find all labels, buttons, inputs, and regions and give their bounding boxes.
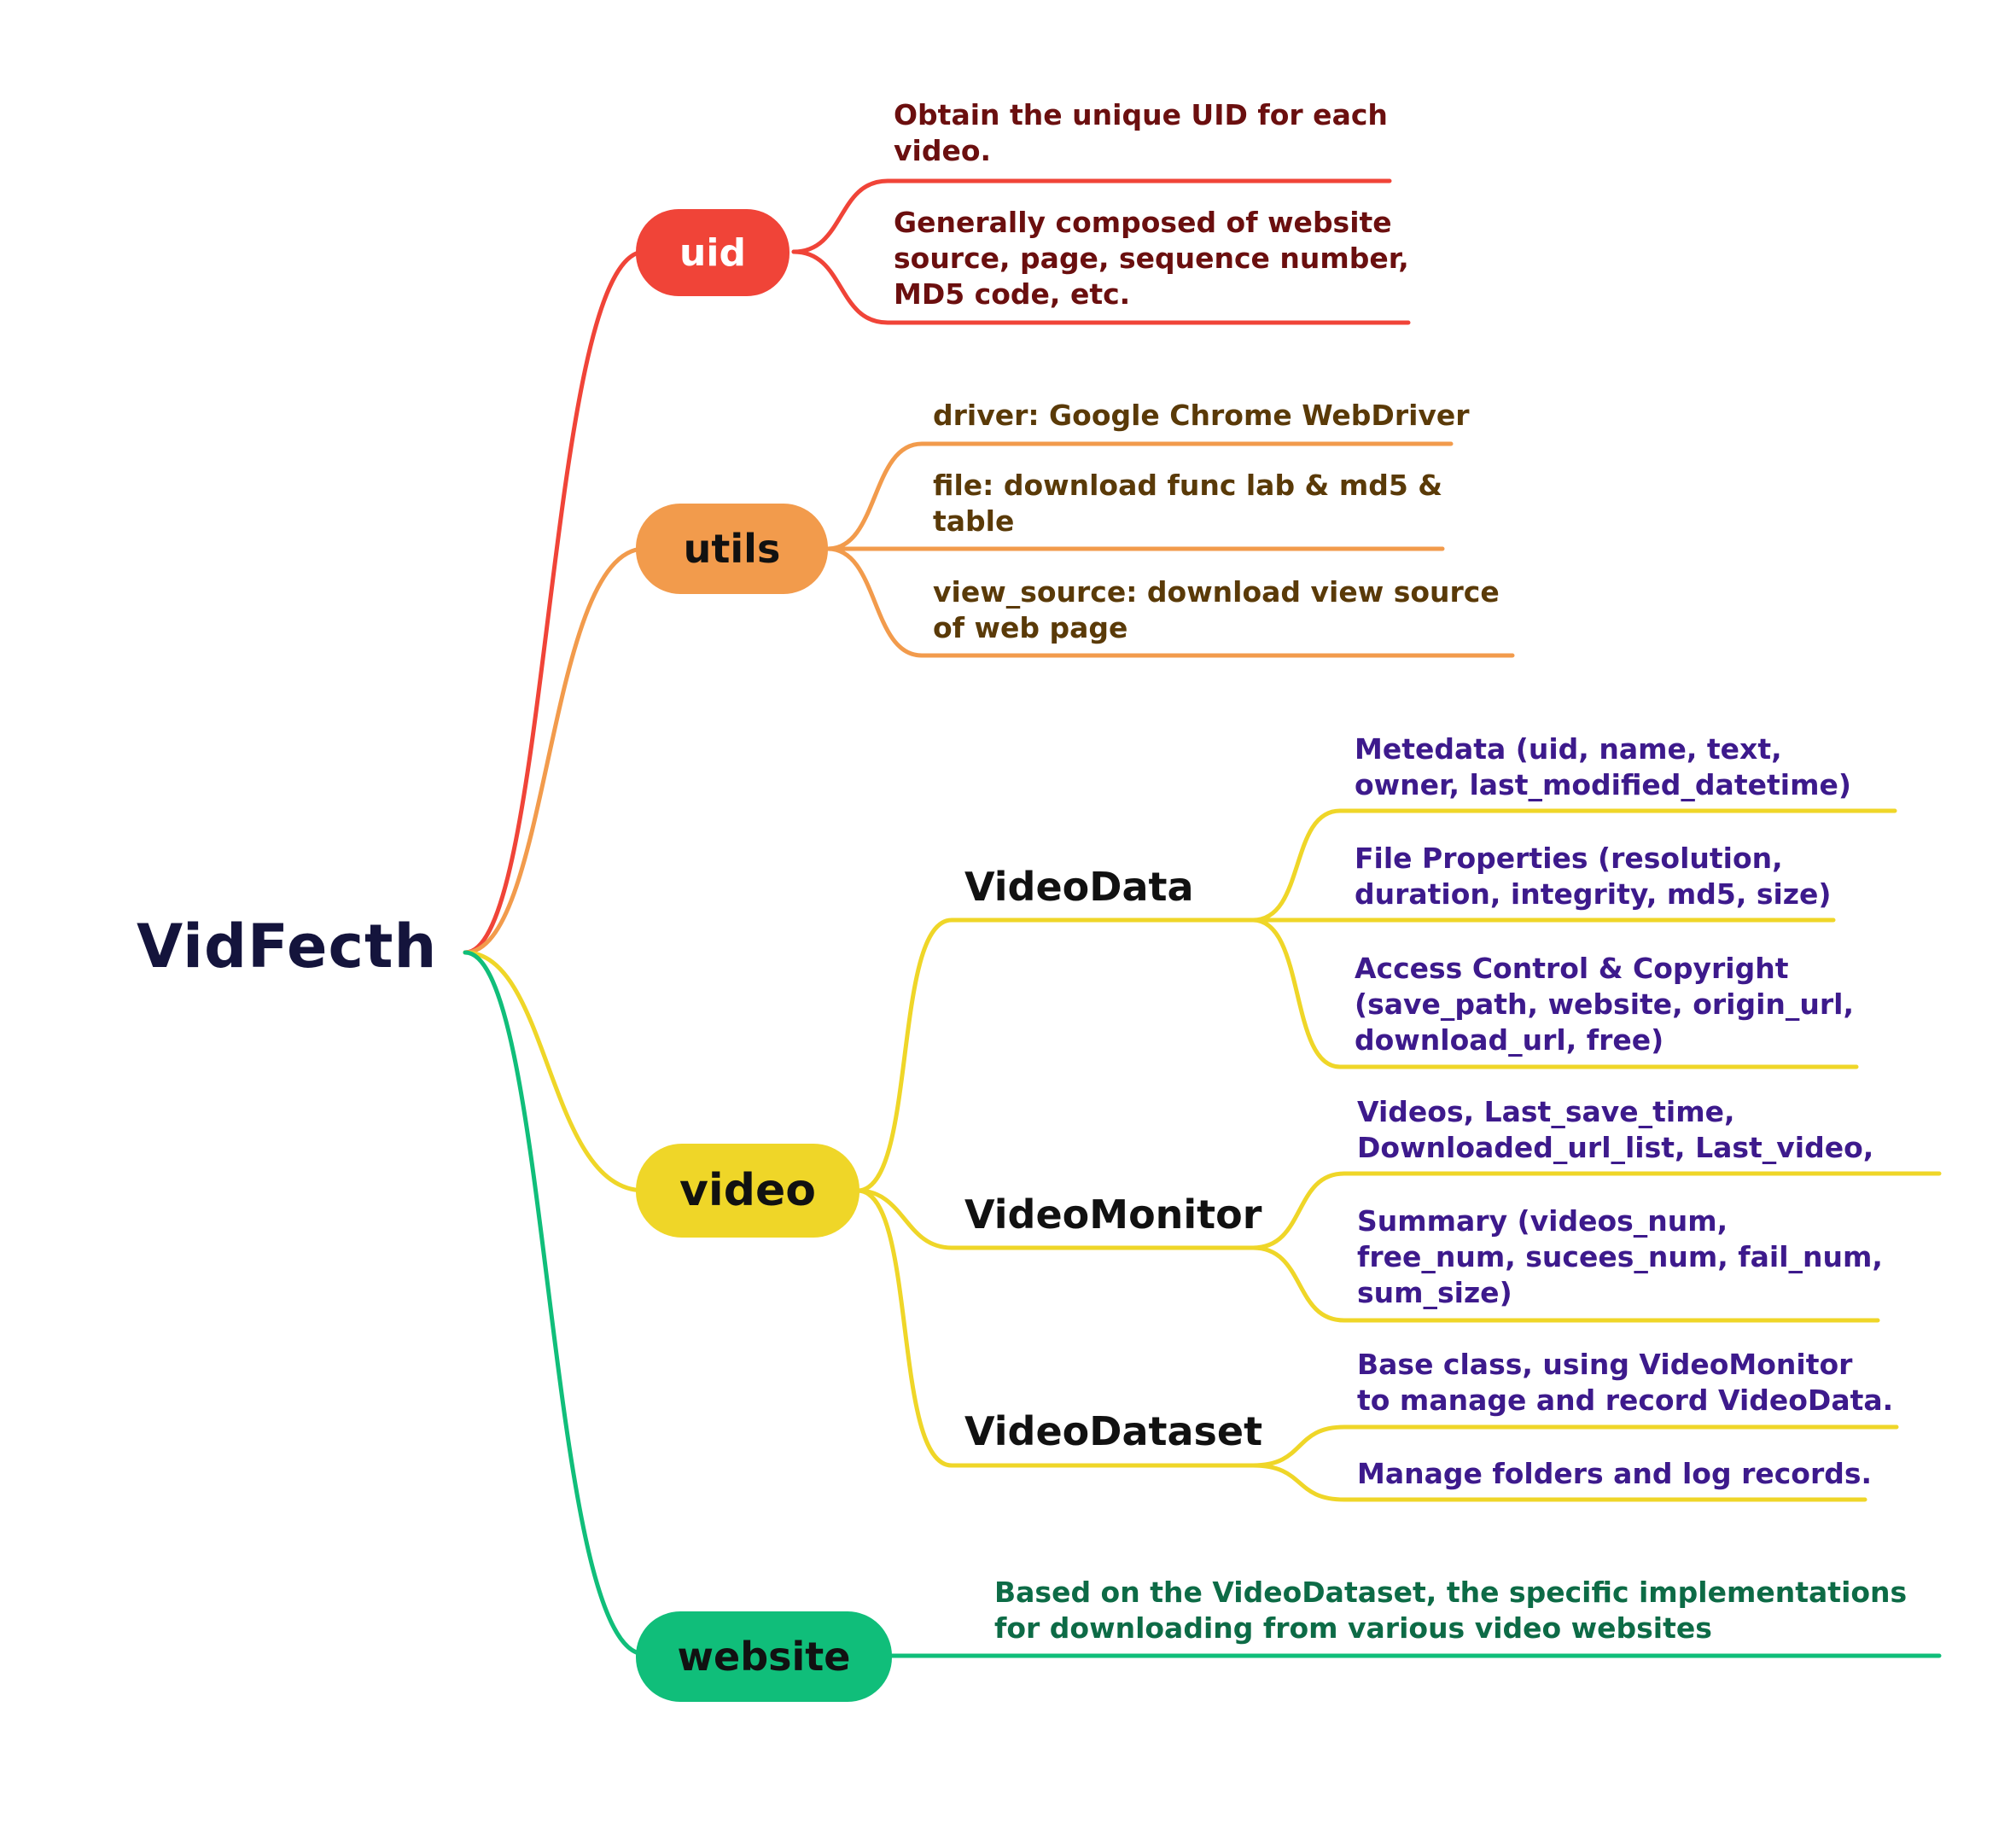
subbranch-videomonitor[interactable]: VideoMonitor: [964, 1191, 1262, 1238]
edge-root-website: [463, 950, 647, 1657]
edge-root-utils: [463, 546, 647, 955]
uid-leaf-2: Generally composed of website source, pag…: [894, 206, 1409, 311]
branch-utils[interactable]: utils: [636, 504, 828, 594]
edge-video-videodata: [855, 918, 1256, 1193]
branch-utils-label: utils: [683, 526, 781, 572]
edge-uid-leaf-1: [791, 178, 1392, 254]
videomonitor-leaf-1: Videos, Last_save_time, Downloaded_url_li…: [1357, 1095, 1874, 1164]
utils-leaf-2: file: download func lab & md5 & table: [933, 469, 1443, 538]
root-node[interactable]: VidFecth: [137, 912, 438, 982]
edge-videodata-leaf-1: [1250, 808, 1897, 923]
videodataset-leaf-2: Manage folders and log records.: [1357, 1457, 1873, 1490]
edge-videodata-leaf-3: [1250, 918, 1859, 1069]
subbranch-videodata[interactable]: VideoData: [964, 864, 1194, 910]
edge-utils-leaf-3: [825, 546, 1515, 658]
branch-uid-label: uid: [679, 230, 746, 275]
edge-videomonitor-leaf-1: [1250, 1171, 1942, 1250]
videomonitor-leaf-2: Summary (videos_num, free_num, sucees_num…: [1357, 1204, 1883, 1309]
branch-video[interactable]: video: [636, 1144, 859, 1238]
website-leaf-1: Based on the VideoDataset, the specific …: [994, 1576, 1908, 1645]
branch-video-label: video: [679, 1165, 816, 1216]
edge-root-uid: [463, 249, 647, 955]
uid-leaf-1: Obtain the unique UID for each video.: [894, 98, 1388, 167]
branch-uid[interactable]: uid: [636, 209, 790, 296]
edge-root-video: [463, 950, 647, 1193]
videodataset-leaf-1: Base class, using VideoMonitor to manage …: [1357, 1348, 1894, 1417]
edge-utils-leaf-1: [825, 441, 1454, 551]
edge-videodataset-leaf-2: [1250, 1463, 1867, 1502]
utils-leaf-3: view_source: download view source of web …: [933, 575, 1500, 644]
branch-website[interactable]: website: [636, 1611, 892, 1702]
edge-video-videodataset: [855, 1188, 1256, 1468]
edge-videodataset-leaf-1: [1250, 1424, 1899, 1468]
branch-website-label: website: [677, 1634, 851, 1680]
videodata-leaf-2: File Properties (resolution, duration, in…: [1355, 842, 1832, 911]
subbranch-videodataset[interactable]: VideoDataset: [964, 1408, 1263, 1454]
videodata-leaf-1: Metedata (uid, name, text, owner, last_mo…: [1355, 732, 1851, 801]
edge-uid-leaf-2: [791, 249, 1411, 325]
utils-leaf-1: driver: Google Chrome WebDriver: [933, 399, 1470, 432]
videodata-leaf-3: Access Control & Copyright (save_path, we…: [1355, 952, 1854, 1057]
edge-video-videomonitor: [855, 1188, 1256, 1250]
edge-videomonitor-leaf-2: [1250, 1245, 1880, 1323]
